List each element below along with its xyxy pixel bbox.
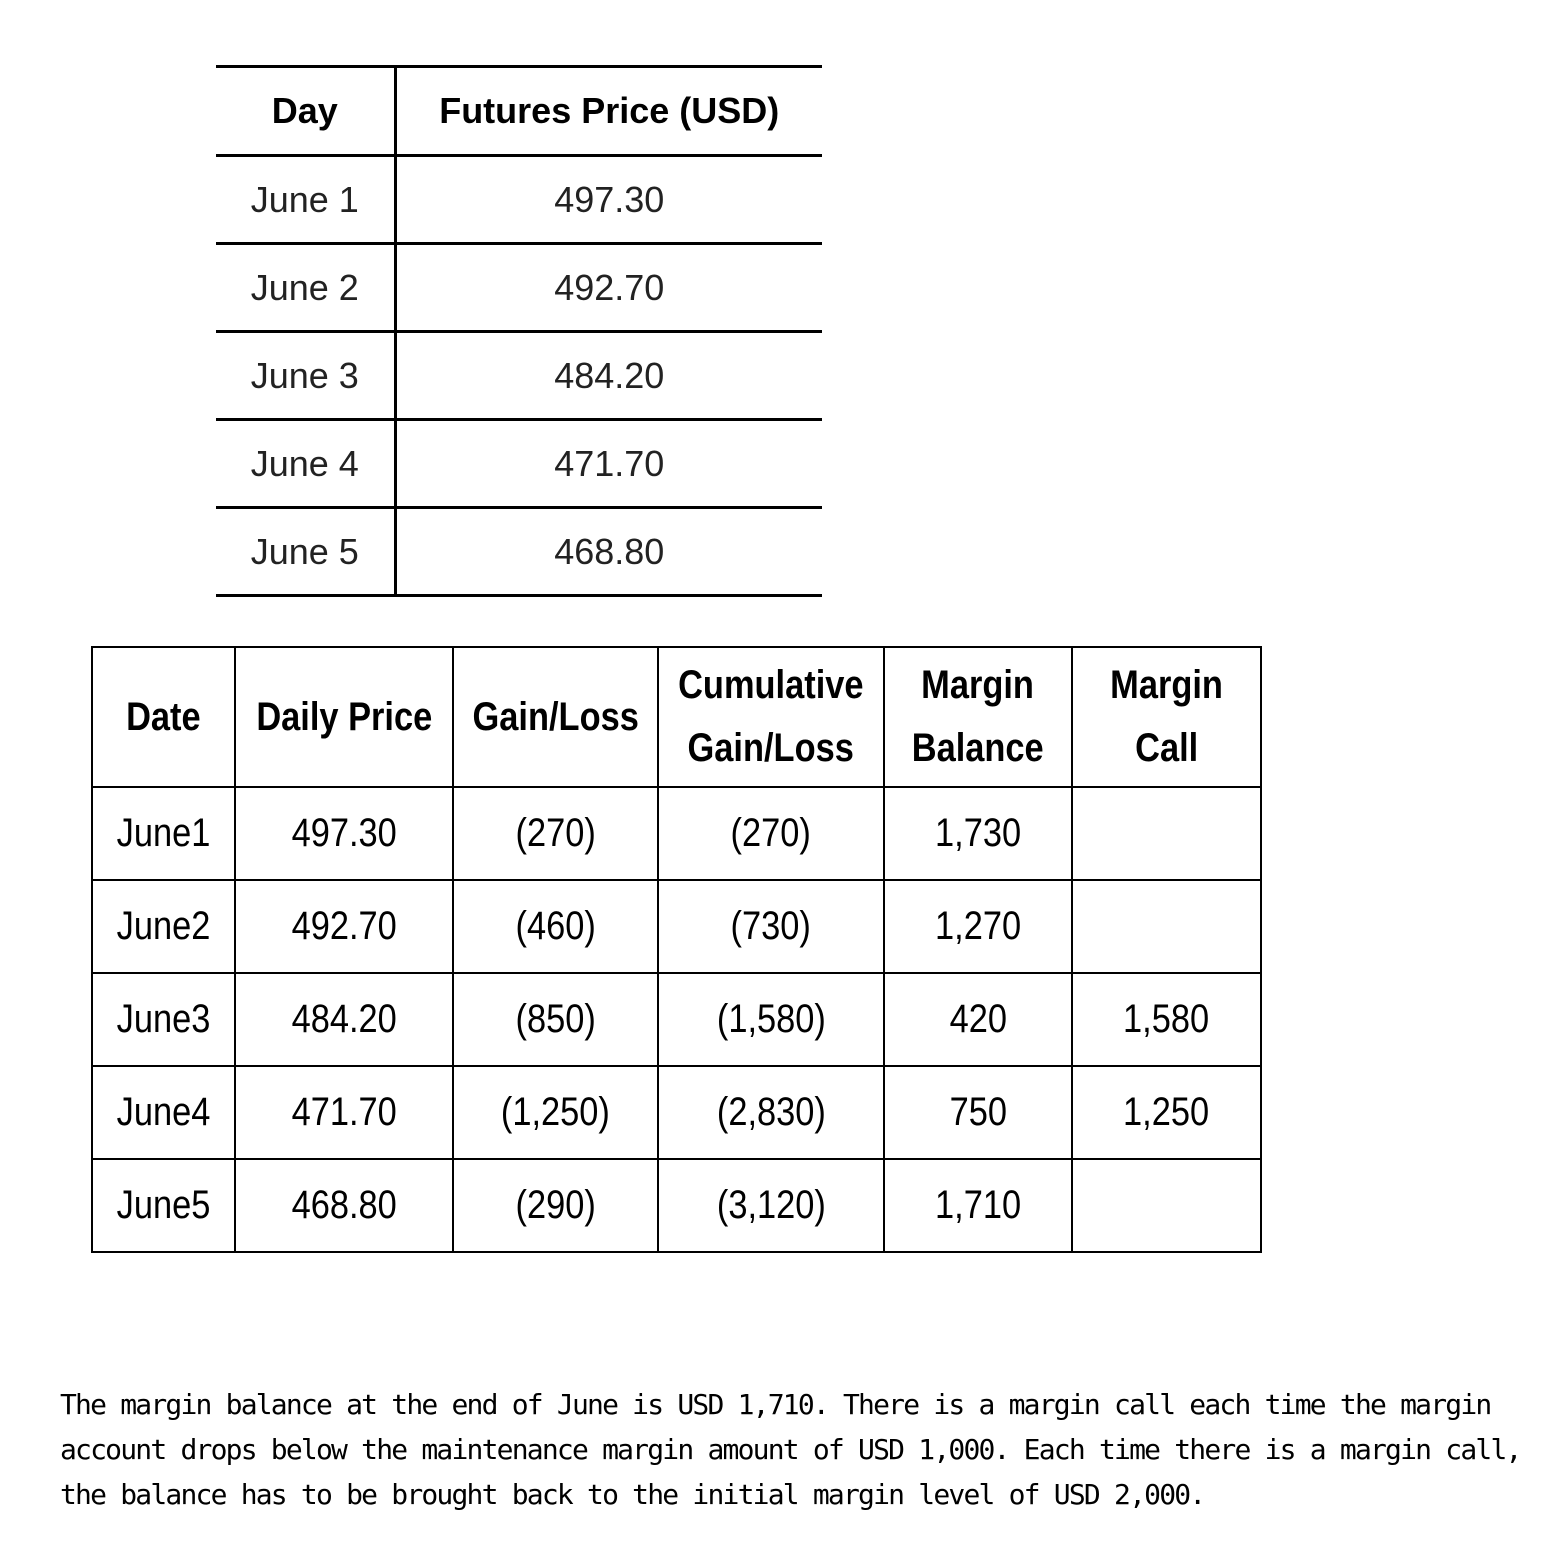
table-row: June3 484.20 (850) (1,580) 420 1,580 (91, 972, 1262, 1067)
margin-call-header: Margin Call (1071, 646, 1262, 788)
table-row: June 1 497.30 (216, 155, 822, 245)
margin-account-table: Date Daily Price Gain/Loss Cumulative Gai… (91, 646, 1262, 1253)
day-cell: June 2 (216, 243, 397, 333)
explanation-paragraph: The margin balance at the end of June is… (60, 1388, 1522, 1511)
margin-call-cell: 1,580 (1071, 972, 1262, 1067)
margin-call-cell (1071, 786, 1262, 881)
table-row: June1 497.30 (270) (270) 1,730 (91, 786, 1262, 881)
date-cell: June3 (91, 972, 236, 1067)
gain-loss-cell: (1,250) (452, 1065, 659, 1160)
margin-call-cell: 1,250 (1071, 1065, 1262, 1160)
gain-loss-header: Gain/Loss (452, 646, 659, 788)
cumulative-gain-loss-cell: (730) (657, 879, 885, 974)
cumulative-gain-loss-cell: (2,830) (657, 1065, 885, 1160)
table-row: June 3 484.20 (216, 331, 822, 421)
futures-price-table: Day Futures Price (USD) June 1 497.30 Ju… (216, 65, 822, 597)
margin-balance-cell: 420 (883, 972, 1073, 1067)
price-cell: 492.70 (395, 243, 822, 333)
price-cell: 471.70 (395, 419, 822, 509)
day-cell: June 1 (216, 155, 397, 245)
margin-balance-cell: 1,270 (883, 879, 1073, 974)
cumulative-gain-loss-header: Cumulative Gain/Loss (657, 646, 885, 788)
date-cell: June4 (91, 1065, 236, 1160)
table-row: June 4 471.70 (216, 419, 822, 509)
cumulative-gain-loss-cell: (1,580) (657, 972, 885, 1067)
date-cell: June2 (91, 879, 236, 974)
table-row: June4 471.70 (1,250) (2,830) 750 1,250 (91, 1065, 1262, 1160)
margin-balance-cell: 750 (883, 1065, 1073, 1160)
table-row: June 2 492.70 (216, 243, 822, 333)
daily-price-header: Daily Price (234, 646, 454, 788)
daily-price-cell: 492.70 (234, 879, 454, 974)
daily-price-cell: 468.80 (234, 1158, 454, 1253)
day-cell: June 4 (216, 419, 397, 509)
margin-call-cell (1071, 1158, 1262, 1253)
price-cell: 497.30 (395, 155, 822, 245)
gain-loss-cell: (460) (452, 879, 659, 974)
futures-header-row: Day Futures Price (USD) (216, 65, 822, 157)
day-cell: June 3 (216, 331, 397, 421)
margin-balance-cell: 1,730 (883, 786, 1073, 881)
gain-loss-cell: (850) (452, 972, 659, 1067)
day-header: Day (216, 65, 397, 157)
gain-loss-cell: (290) (452, 1158, 659, 1253)
price-cell: 484.20 (395, 331, 822, 421)
table-row: June2 492.70 (460) (730) 1,270 (91, 879, 1262, 974)
date-cell: June5 (91, 1158, 236, 1253)
cumulative-gain-loss-cell: (270) (657, 786, 885, 881)
table-row: June 5 468.80 (216, 507, 822, 597)
daily-price-cell: 497.30 (234, 786, 454, 881)
date-header: Date (91, 646, 236, 788)
price-cell: 468.80 (395, 507, 822, 597)
daily-price-cell: 471.70 (234, 1065, 454, 1160)
day-cell: June 5 (216, 507, 397, 597)
margin-call-cell (1071, 879, 1262, 974)
futures-price-header: Futures Price (USD) (395, 65, 822, 157)
date-cell: June1 (91, 786, 236, 881)
margin-header-row: Date Daily Price Gain/Loss Cumulative Gai… (91, 646, 1262, 788)
margin-balance-cell: 1,710 (883, 1158, 1073, 1253)
cumulative-gain-loss-cell: (3,120) (657, 1158, 885, 1253)
daily-price-cell: 484.20 (234, 972, 454, 1067)
margin-balance-header: Margin Balance (883, 646, 1073, 788)
table-row: June5 468.80 (290) (3,120) 1,710 (91, 1158, 1262, 1253)
gain-loss-cell: (270) (452, 786, 659, 881)
